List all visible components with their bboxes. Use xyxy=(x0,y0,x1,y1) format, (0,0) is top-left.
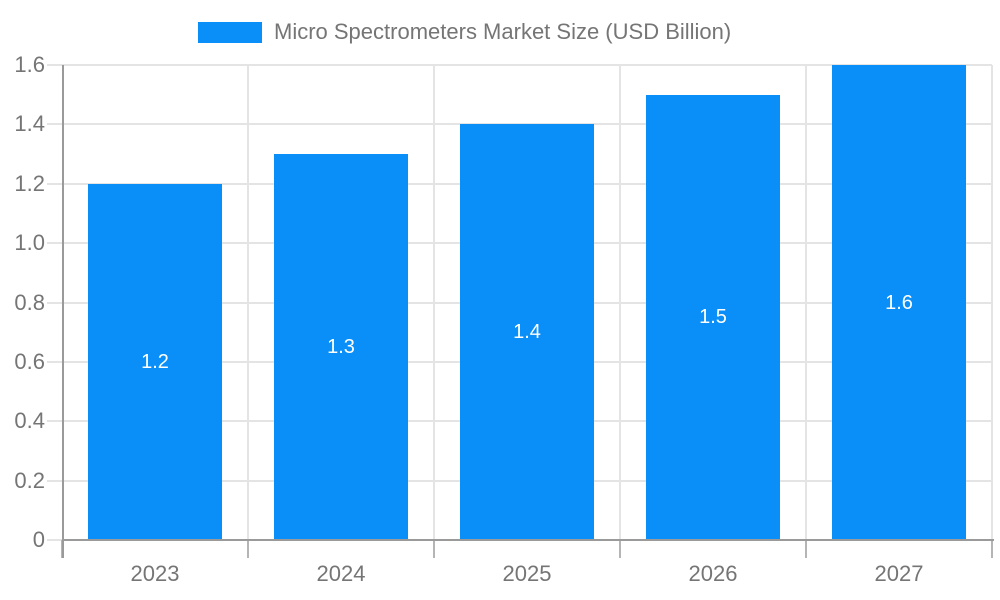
bar-value-label-2026: 1.5 xyxy=(699,306,727,329)
y-axis-label-0.6: 0.6 xyxy=(14,348,45,374)
x-axis-tick-1 xyxy=(247,540,249,558)
x-axis-tick-5 xyxy=(991,540,993,558)
zero-tick xyxy=(47,539,62,541)
y-axis-label-0: 0 xyxy=(32,527,45,552)
x-axis-tick-2 xyxy=(433,540,435,558)
y-axis-label-0.8: 0.8 xyxy=(14,289,45,315)
y-axis-label-1.2: 1.2 xyxy=(14,170,45,196)
chart-legend: Micro Spectrometers Market Size (USD Bil… xyxy=(198,19,731,45)
y-axis-label-0.4: 0.4 xyxy=(14,408,45,434)
bar-value-label-2023: 1.2 xyxy=(141,350,169,373)
y-axis-label-0.2: 0.2 xyxy=(14,467,45,493)
bar-2027[interactable] xyxy=(832,65,966,540)
x-axis-line xyxy=(62,539,994,541)
x-axis-label-2026: 2026 xyxy=(688,561,738,586)
bar-2026[interactable] xyxy=(646,94,780,540)
gridline-v-3 xyxy=(619,65,621,540)
bar-value-label-2025: 1.4 xyxy=(513,321,541,344)
x-axis-tick-4 xyxy=(805,540,807,558)
x-axis-label-2027: 2027 xyxy=(874,561,924,586)
gridline-v-1 xyxy=(247,65,249,540)
x-axis-tick-3 xyxy=(619,540,621,558)
bar-2024[interactable] xyxy=(274,154,408,540)
x-axis-label-2023: 2023 xyxy=(130,561,180,586)
y-axis-label-1.6: 1.6 xyxy=(14,52,45,77)
y-axis-label-1.4: 1.4 xyxy=(14,111,45,137)
x-axis-label-2025: 2025 xyxy=(502,561,552,586)
gridline-h-1.6 xyxy=(47,64,992,66)
legend-swatch xyxy=(198,21,262,43)
gridline-v-2 xyxy=(433,65,435,540)
x-axis-label-2024: 2024 xyxy=(316,561,366,586)
bar-value-label-2027: 1.6 xyxy=(885,291,913,314)
bar-value-label-2024: 1.3 xyxy=(327,336,355,359)
y-axis-line xyxy=(62,65,64,558)
bar-2023[interactable] xyxy=(88,183,222,540)
gridline-v-5 xyxy=(991,65,993,540)
legend-label: Micro Spectrometers Market Size (USD Bil… xyxy=(274,19,732,44)
gridline-v-4 xyxy=(805,65,807,540)
y-axis-label-1.0: 1.0 xyxy=(14,230,45,256)
bar-2025[interactable] xyxy=(460,124,594,540)
